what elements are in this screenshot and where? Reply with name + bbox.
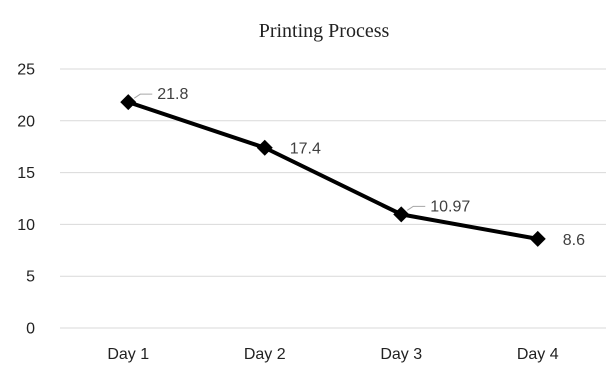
data-label: 8.6 <box>563 232 585 249</box>
x-tick-label: Day 3 <box>380 346 422 363</box>
y-tick-label: 15 <box>17 165 35 182</box>
data-label: 10.97 <box>430 198 470 215</box>
chart-title: Printing Process <box>259 20 390 42</box>
x-tick-label: Day 4 <box>517 346 559 363</box>
data-point-marker <box>393 206 410 223</box>
data-label: 17.4 <box>290 141 321 158</box>
x-tick-label: Day 2 <box>244 346 286 363</box>
y-tick-label: 0 <box>26 321 35 338</box>
series-line <box>127 100 539 241</box>
y-tick-label: 10 <box>17 217 35 234</box>
data-label: 21.8 <box>157 86 188 103</box>
label-leader-line <box>406 205 426 211</box>
y-tick-label: 25 <box>17 62 35 79</box>
data-point-marker <box>120 94 137 111</box>
x-axis-ticks: Day 1 Day 2 Day 3 Day 4 <box>107 346 558 363</box>
data-point-marker <box>256 139 273 156</box>
y-tick-label: 20 <box>17 113 35 130</box>
label-leader-line <box>133 93 153 99</box>
x-tick-label: Day 1 <box>107 346 149 363</box>
data-labels: 21.8 17.4 10.97 8.6 <box>133 86 585 249</box>
gridlines <box>60 68 606 329</box>
series-line-group <box>120 94 546 247</box>
data-point-marker <box>529 230 546 247</box>
y-tick-label: 5 <box>26 269 35 286</box>
y-axis-ticks: 0 5 10 15 20 25 <box>17 62 35 338</box>
